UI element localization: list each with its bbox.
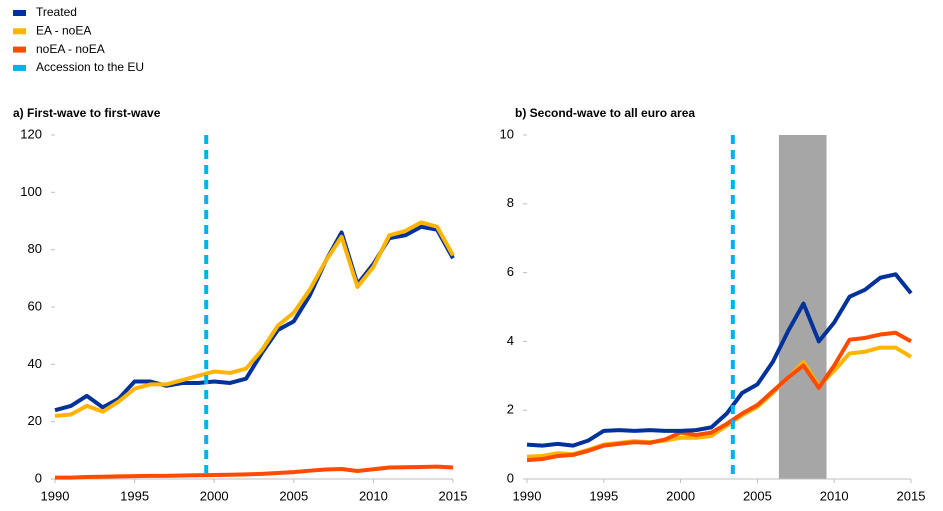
x-tick-label: 2015 [439, 488, 468, 503]
y-tick-label: 4 [507, 333, 514, 348]
y-tick-label: 8 [507, 195, 514, 210]
y-tick-label: 0 [507, 470, 514, 485]
y-tick-label: 60 [28, 298, 42, 313]
legend-label: EA - noEA [36, 23, 91, 37]
x-tick-label: 2005 [743, 488, 772, 503]
y-tick-label: 10 [500, 126, 514, 141]
y-tick-label: 120 [20, 126, 42, 141]
legend-label: Treated [36, 5, 77, 19]
panel-title: a) First-wave to first-wave [13, 106, 161, 120]
y-tick-label: 100 [20, 184, 42, 199]
y-tick-label: 80 [28, 241, 42, 256]
x-tick-label: 2005 [279, 488, 308, 503]
y-tick-label: 20 [28, 413, 42, 428]
y-tick-label: 6 [507, 264, 514, 279]
series-line [54, 220, 455, 418]
x-tick-label: 2010 [359, 488, 388, 503]
series-line [54, 224, 455, 413]
x-tick-label: 1990 [41, 488, 70, 503]
x-tick-label: 2010 [820, 488, 849, 503]
series-line: noEA - noEA [526, 330, 912, 463]
y-tick-label: 2 [507, 402, 514, 417]
y-tick-label: 0 [35, 470, 42, 485]
y-tick-label: 40 [28, 356, 42, 371]
panel-title: b) Second-wave to all euro area [515, 106, 695, 120]
x-tick-label: 2015 [897, 488, 926, 503]
x-tick-label: 1990 [513, 488, 542, 503]
x-tick-label: 2000 [200, 488, 229, 503]
x-tick-label: 1995 [120, 488, 149, 503]
series-line: Treated [526, 272, 913, 448]
legend-swatch [13, 28, 26, 35]
series-line [55, 464, 454, 480]
legend-swatch [13, 64, 26, 71]
legend-label: noEA - noEA [36, 42, 105, 56]
legend-swatch [13, 10, 26, 16]
legend-label: Accession to the EU [36, 60, 144, 74]
x-tick-label: 1995 [589, 488, 618, 503]
x-tick-label: 2000 [666, 488, 695, 503]
legend-swatch [13, 46, 26, 53]
